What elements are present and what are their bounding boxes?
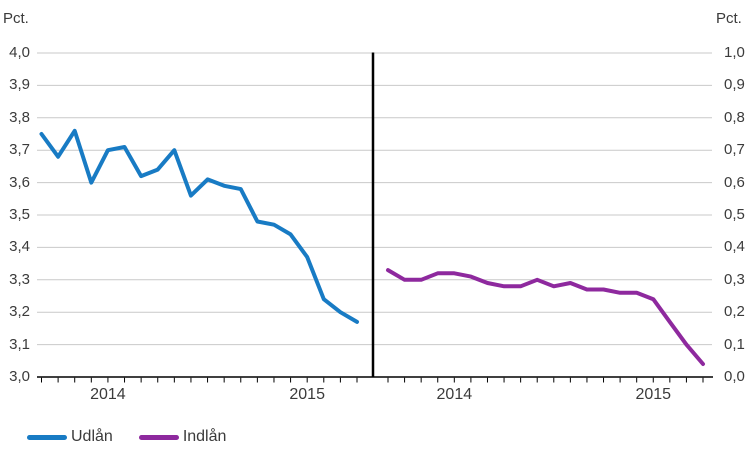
y-axis-right-label: 0,3: [724, 270, 745, 288]
year-label: 2015: [635, 386, 672, 403]
left-axis-unit-label: Pct.: [3, 10, 29, 27]
y-axis-right-label: 0,0: [724, 368, 745, 385]
legend-label: Udlån: [71, 428, 113, 445]
y-axis-left-label: 3,7: [9, 141, 30, 159]
y-axis-right-label: 0,7: [724, 141, 745, 159]
y-axis-left-label: 3,2: [9, 303, 30, 321]
year-label: 2014: [436, 386, 473, 403]
y-axis-left-label: 3,9: [9, 76, 30, 94]
y-axis-right-label: 0,5: [724, 206, 745, 223]
legend-label: Indlån: [182, 428, 227, 445]
y-axis-right-label: 1,0: [724, 44, 745, 61]
y-axis-left-label: 3,8: [9, 108, 30, 126]
legend-item-udlån: Udlån: [27, 428, 113, 446]
y-axis-right-label: 0,2: [724, 303, 745, 321]
y-axis-right-label: 0,9: [724, 76, 745, 94]
y-axis-left-label: 3,3: [9, 270, 30, 288]
right-axis-unit-label: Pct.: [716, 10, 742, 27]
y-axis-left-label: 3,4: [9, 238, 30, 256]
y-axis-right-label: 0,1: [724, 335, 745, 353]
y-axis-left-label: 4,0: [9, 44, 30, 61]
y-axis-left-label: 3,6: [9, 173, 30, 191]
y-axis-left-label: 3,5: [9, 206, 30, 223]
y-axis-right-label: 0,6: [724, 173, 745, 191]
y-axis-right-label: 0,8: [724, 108, 745, 126]
legend-item-indlån: Indlån: [138, 428, 227, 446]
legend-swatch-icon: [27, 434, 67, 440]
chart-legend: Udlån Indlån: [27, 428, 252, 446]
y-axis-right-label: 0,4: [724, 238, 745, 256]
y-axis-left-label: 3,1: [9, 335, 30, 353]
y-axis-left-label: 3,0: [9, 368, 30, 385]
series-line-udlån: [39, 128, 359, 324]
legend-swatch-icon: [138, 434, 179, 440]
series-line-indlån: [386, 268, 705, 366]
year-label: 2014: [90, 386, 126, 403]
year-label: 2015: [289, 386, 325, 403]
